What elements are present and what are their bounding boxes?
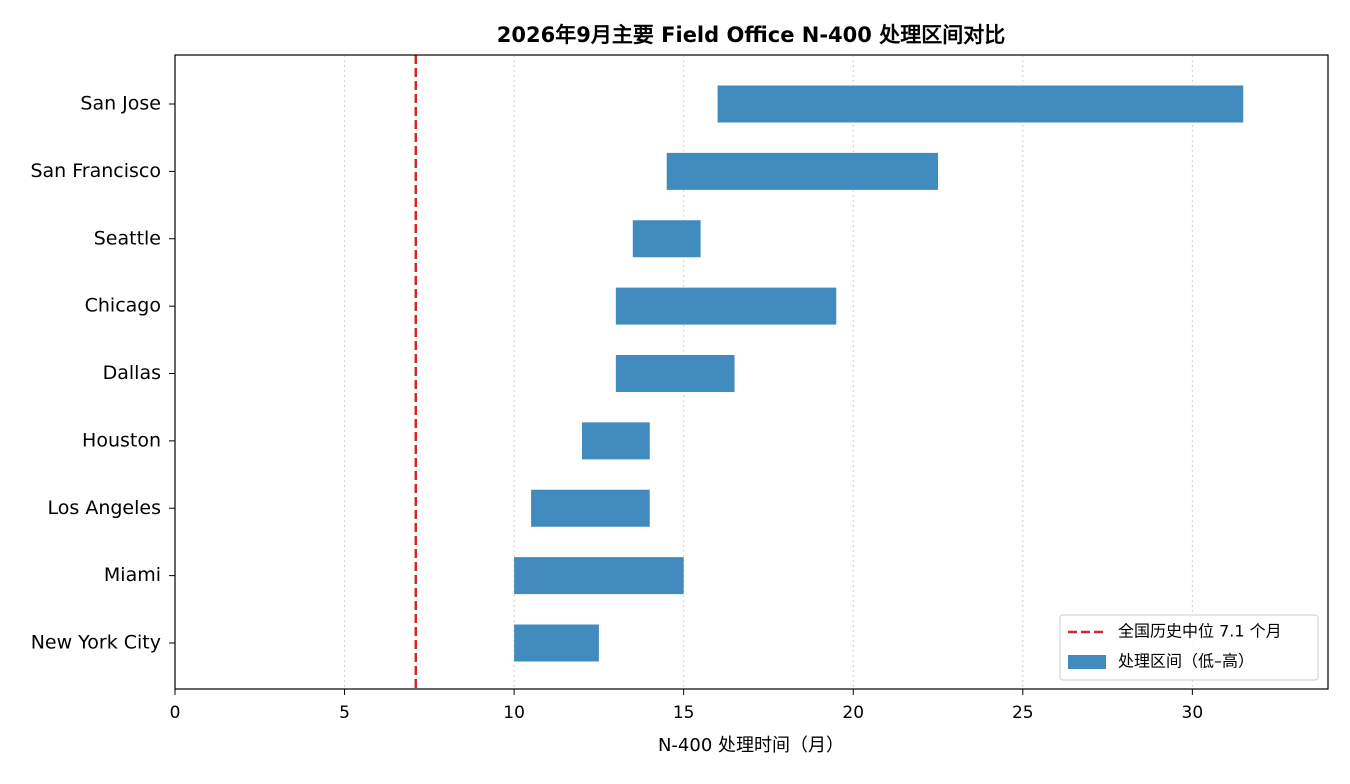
y-tick-label: San Francisco <box>30 160 161 182</box>
bar <box>514 557 684 595</box>
x-tick-label: 30 <box>1182 703 1204 723</box>
y-tick-label: Chicago <box>85 295 161 317</box>
y-tick-label: New York City <box>31 632 161 654</box>
bar <box>581 422 650 460</box>
bar <box>531 489 650 527</box>
y-tick-label: Miami <box>104 564 161 586</box>
plot-frame <box>174 54 1329 690</box>
bar <box>717 85 1244 123</box>
x-axis-label: N-400 处理时间（月） <box>658 735 844 756</box>
x-tick-label: 25 <box>1012 703 1034 723</box>
y-tick-label: San Jose <box>80 93 161 115</box>
x-tick-label: 0 <box>170 703 181 723</box>
y-tick-label: Los Angeles <box>48 497 161 519</box>
legend-swatch <box>1068 655 1106 669</box>
bar <box>632 220 701 258</box>
y-tick-label: Houston <box>82 429 161 451</box>
x-tick-label: 15 <box>673 703 695 723</box>
x-tick-label: 10 <box>503 703 525 723</box>
y-tick-label: Seattle <box>94 227 161 249</box>
legend-label: 全国历史中位 7.1 个月 <box>1118 622 1282 641</box>
bar <box>514 624 599 662</box>
x-tick-label: 20 <box>842 703 864 723</box>
bar <box>666 152 939 190</box>
bar <box>615 287 837 325</box>
bar <box>615 355 735 392</box>
legend-label: 处理区间（低–高） <box>1118 652 1254 671</box>
y-tick-label: Dallas <box>103 362 161 384</box>
chart-title: 2026年9月主要 Field Office N-400 处理区间对比 <box>497 23 1005 47</box>
legend-frame <box>1059 614 1319 681</box>
x-tick-label: 5 <box>339 703 350 723</box>
